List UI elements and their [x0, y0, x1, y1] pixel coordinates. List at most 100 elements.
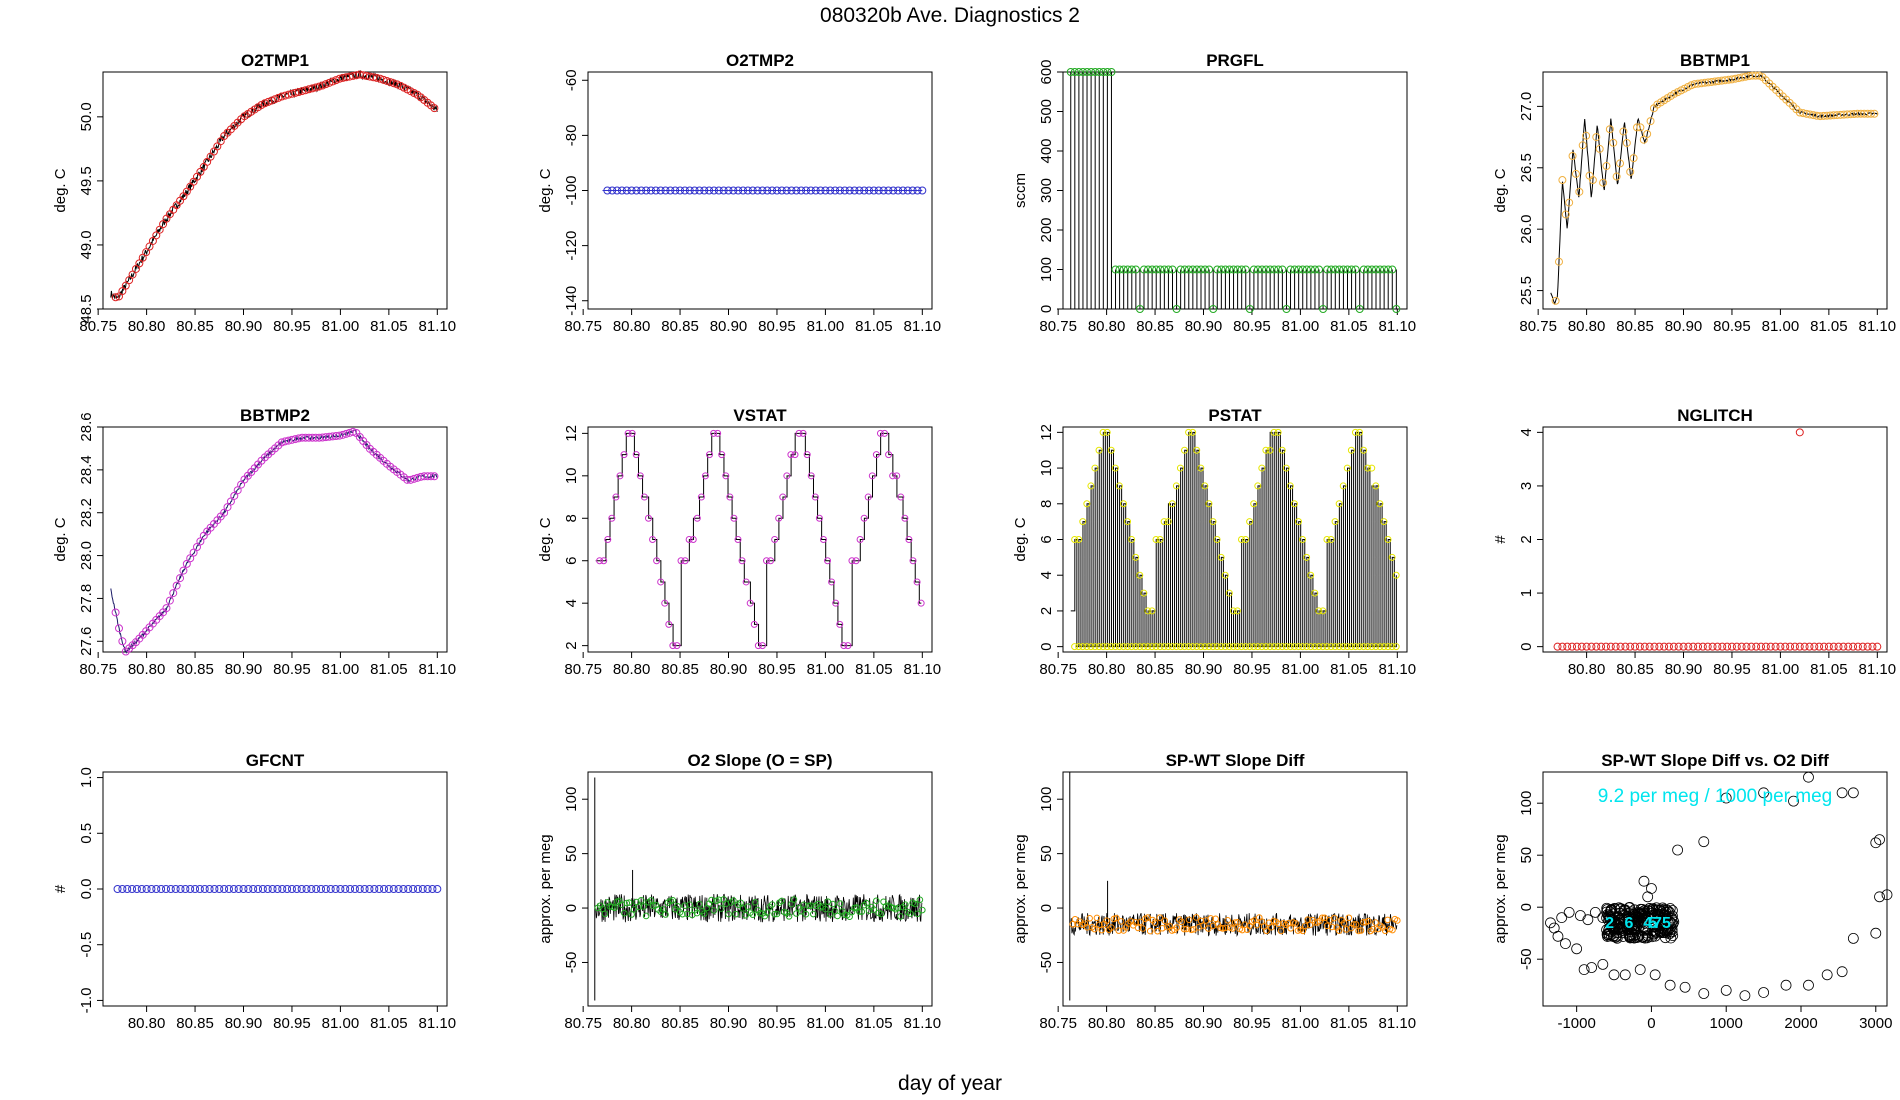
data-point: [1360, 918, 1367, 926]
data-point: [1347, 643, 1355, 651]
data-point: [646, 186, 655, 195]
data-point: [1074, 68, 1083, 76]
y-tick-label: 50: [563, 845, 580, 862]
data-point: [1640, 642, 1649, 651]
data-point: [1649, 969, 1661, 981]
data-point: [1168, 265, 1177, 274]
chart-bbtmp2: BBTMP2 deg. C 80.75 80.80 80.85 80.90 80.95 81.…: [52, 406, 456, 678]
x-tick-label: 81.00: [322, 1015, 360, 1032]
y-tick-label: 8: [563, 514, 580, 522]
data-point: [1201, 265, 1210, 274]
x-tick-label: 80.90: [710, 661, 748, 678]
y-tick-label: 12: [1038, 424, 1055, 441]
data-point: [1727, 642, 1736, 651]
data-point: [869, 186, 878, 195]
data-point: [1173, 924, 1181, 931]
y-tick-label: 600: [1038, 59, 1055, 84]
x-tick-label: 2000: [1784, 1015, 1817, 1032]
data-point: [389, 885, 398, 893]
data-point: [1172, 305, 1181, 313]
data-point: [230, 491, 239, 500]
data-point: [1213, 536, 1221, 543]
data-point: [147, 885, 156, 893]
data-point: [1684, 642, 1693, 651]
data-point: [1319, 305, 1328, 313]
data-point: [1146, 927, 1154, 935]
x-tick-label: 81.05: [1330, 318, 1368, 335]
data-point: [1282, 464, 1290, 472]
data-point: [617, 186, 626, 195]
series-group: [594, 777, 926, 1001]
data-point: [186, 554, 195, 563]
x-tick-label: 81.05: [1330, 1015, 1368, 1032]
data-point: [1212, 915, 1219, 923]
data-point: [1616, 642, 1625, 651]
data-point: [1626, 642, 1635, 651]
data-point: [1140, 265, 1149, 274]
chart-title: VSTAT: [733, 406, 787, 425]
data-point: [662, 911, 669, 918]
data-point: [1107, 446, 1115, 454]
data-point: [742, 911, 749, 919]
x-tick-label: 81.10: [1379, 1015, 1417, 1032]
data-point: [1071, 536, 1079, 543]
data-point: [1108, 924, 1115, 931]
data-point: [1079, 643, 1087, 651]
data-point: [161, 885, 170, 893]
data-point: [430, 472, 439, 481]
x-tick-label: 80.85: [176, 1015, 214, 1032]
data-point: [1609, 138, 1618, 147]
data-point: [792, 186, 801, 195]
x-tick-label: 80.95: [758, 661, 796, 678]
x-tick-label: 80.80: [128, 318, 166, 335]
x-tick-label: 80.80: [1568, 318, 1606, 335]
data-point: [1363, 265, 1372, 274]
data-point: [1103, 643, 1111, 651]
data-point: [1168, 643, 1176, 651]
data-point: [624, 429, 632, 437]
data-point: [911, 900, 919, 908]
chart-o2tmp2: O2TMP2 deg. C 80.75 80.80 80.85 80.90 80.95 81.…: [537, 51, 941, 335]
data-point: [1287, 924, 1295, 932]
data-point: [1619, 969, 1631, 981]
data-point: [1747, 642, 1756, 651]
data-point: [1637, 912, 1649, 924]
data-point: [779, 493, 787, 501]
data-point: [729, 186, 738, 195]
data-point: [152, 885, 161, 893]
data-point: [1667, 930, 1679, 941]
data-point: [1148, 643, 1156, 651]
data-point: [1384, 265, 1393, 274]
data-point: [200, 885, 209, 893]
data-point: [1844, 642, 1853, 651]
data-point: [826, 186, 835, 195]
data-point: [1384, 643, 1392, 651]
data-point: [1225, 265, 1234, 274]
data-point: [1277, 927, 1285, 935]
data-point: [916, 896, 924, 904]
data-point: [1270, 265, 1279, 274]
data-point: [1294, 643, 1302, 651]
data-point: [685, 536, 693, 543]
data-point: [1351, 428, 1359, 436]
x-tick-label: 80.85: [176, 661, 214, 678]
data-point: [1099, 643, 1107, 651]
data-point: [1347, 446, 1355, 454]
data-point: [1205, 925, 1212, 932]
series-line: [595, 432, 922, 647]
y-tick-label: 100: [1038, 787, 1055, 812]
data-point: [210, 885, 219, 893]
data-point: [1368, 643, 1376, 651]
x-tick-label: 80.90: [710, 1015, 748, 1032]
data-point: [681, 902, 689, 909]
data-point: [1679, 981, 1691, 993]
y-tick-label: 50: [1038, 845, 1055, 862]
data-point: [1209, 518, 1217, 526]
data-point: [807, 902, 815, 909]
x-tick-label: 81.00: [807, 1015, 845, 1032]
data-point: [1224, 916, 1232, 924]
data-point: [1560, 938, 1571, 950]
data-point: [325, 78, 334, 87]
chart-prgfl: PRGFL sccm 80.75 80.80 80.85 80.90 80.95 81.00 8…: [1012, 51, 1416, 335]
x-tick-label: 80.85: [1136, 661, 1174, 678]
